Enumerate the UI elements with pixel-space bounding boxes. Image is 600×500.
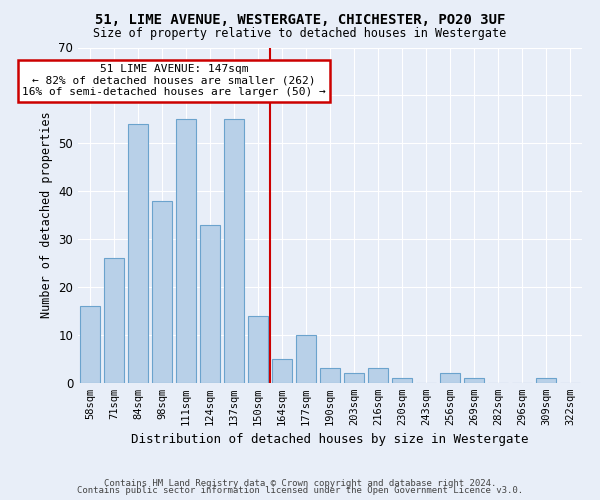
Bar — [80, 306, 100, 382]
Text: Contains HM Land Registry data © Crown copyright and database right 2024.: Contains HM Land Registry data © Crown c… — [104, 478, 496, 488]
Bar — [128, 124, 148, 382]
Bar — [440, 373, 460, 382]
Text: Size of property relative to detached houses in Westergate: Size of property relative to detached ho… — [94, 28, 506, 40]
Bar — [296, 334, 316, 382]
Bar — [368, 368, 388, 382]
Bar — [176, 120, 196, 382]
Y-axis label: Number of detached properties: Number of detached properties — [40, 112, 53, 318]
Bar — [320, 368, 340, 382]
Text: Contains public sector information licensed under the Open Government Licence v3: Contains public sector information licen… — [77, 486, 523, 495]
Bar — [248, 316, 268, 382]
Bar — [152, 200, 172, 382]
Bar — [392, 378, 412, 382]
Bar — [272, 358, 292, 382]
Text: 51 LIME AVENUE: 147sqm
← 82% of detached houses are smaller (262)
16% of semi-de: 51 LIME AVENUE: 147sqm ← 82% of detached… — [22, 64, 326, 98]
Bar — [224, 120, 244, 382]
Bar — [464, 378, 484, 382]
X-axis label: Distribution of detached houses by size in Westergate: Distribution of detached houses by size … — [131, 433, 529, 446]
Text: 51, LIME AVENUE, WESTERGATE, CHICHESTER, PO20 3UF: 51, LIME AVENUE, WESTERGATE, CHICHESTER,… — [95, 12, 505, 26]
Bar — [344, 373, 364, 382]
Bar — [200, 224, 220, 382]
Bar — [536, 378, 556, 382]
Bar — [104, 258, 124, 382]
